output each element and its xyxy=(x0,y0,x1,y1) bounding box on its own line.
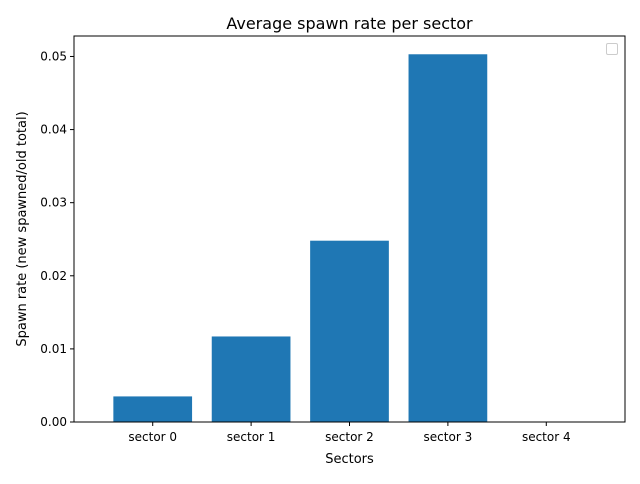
y-tick-label: 0.01 xyxy=(40,342,67,356)
x-tick-label: sector 0 xyxy=(128,430,177,444)
bar-sector-1 xyxy=(211,336,291,422)
bar-sector-2 xyxy=(310,240,389,422)
x-axis-label: Sectors xyxy=(325,452,374,467)
y-axis-ticks: 0.00 0.01 0.02 0.03 0.04 0.05 xyxy=(40,49,74,429)
x-tick-label: sector 2 xyxy=(325,430,374,444)
bar-sector-0 xyxy=(113,396,193,422)
bar-series xyxy=(113,54,488,422)
y-tick-label: 0.05 xyxy=(40,49,67,63)
legend-box xyxy=(606,43,618,55)
y-tick-label: 0.04 xyxy=(40,123,67,137)
bar-sector-3 xyxy=(408,54,488,422)
x-tick-label: sector 4 xyxy=(522,430,571,444)
x-tick-label: sector 3 xyxy=(424,430,473,444)
y-tick-label: 0.03 xyxy=(40,196,67,210)
x-axis-ticks: sector 0 sector 1 sector 2 sector 3 sector 4 xyxy=(128,422,571,444)
y-axis-label: Spawn rate (new spawned/old total) xyxy=(15,111,30,346)
x-tick-label: sector 1 xyxy=(227,430,276,444)
chart-title: Average spawn rate per sector xyxy=(226,14,473,33)
y-tick-label: 0.02 xyxy=(40,269,67,283)
y-tick-label: 0.00 xyxy=(40,415,67,429)
plot-frame xyxy=(73,35,626,423)
